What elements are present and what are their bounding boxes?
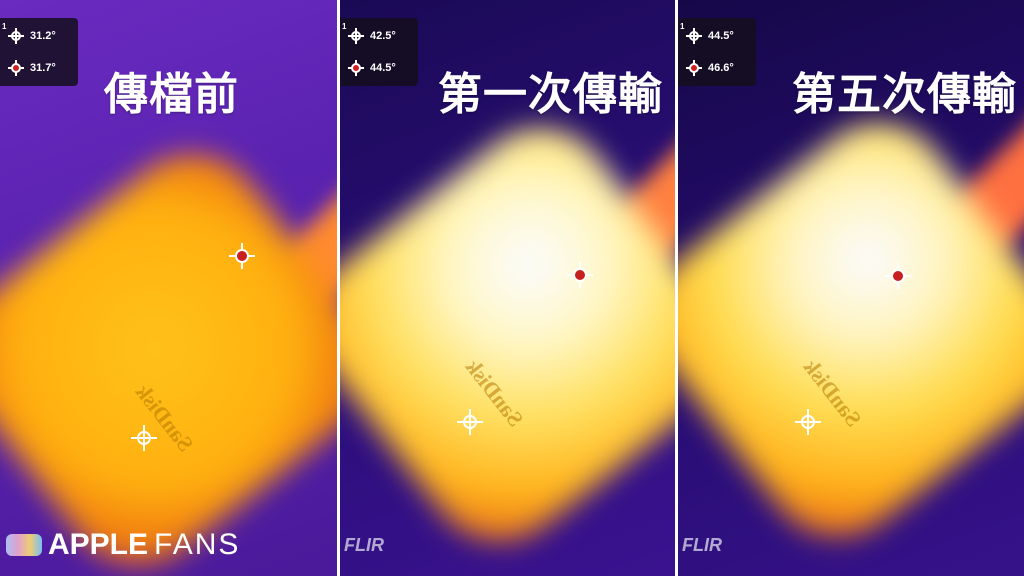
device-heat [678,95,1024,565]
spot2-temp: 31.7° [30,62,56,74]
panel-title: 傳檔前 [104,70,239,119]
spot2-temp: 44.5° [370,62,396,74]
thermal-panel-before: SanDisk 1 31.2° 31.7° 傳檔前 APPLE FANS [0,0,337,576]
crosshair-hot-spot-icon [686,60,702,76]
panel-title: 第五次傳輸 [792,70,1017,119]
spot-marker-icon [795,409,821,435]
device-heat [0,126,337,576]
spot2-temp: 46.6° [708,62,734,74]
panel-title: 第一次傳輸 [438,70,663,119]
crosshair-hot-spot-icon [8,60,24,76]
spot-marker-icon [457,409,483,435]
spot-marker-icon [131,425,157,451]
flir-logo-icon: FLIR [682,535,722,555]
crosshair-hot-spot-icon [348,60,364,76]
hot-spot-marker-icon [229,243,255,269]
device-heat [340,100,675,570]
applefans-logo-icon: APPLE FANS [6,528,240,562]
temperature-readout: 1 42.5° 44.5° [340,18,418,86]
temperature-readout: 1 44.5° 46.6° [678,18,756,86]
flir-logo-icon: FLIR [344,535,384,555]
crosshair-spot-icon: 1 [342,22,364,44]
thermal-panel-first-transfer: SanDisk 1 42.5° 44.5° 第一次傳輸 FLIR [340,0,675,576]
spot1-temp: 42.5° [370,30,396,42]
hot-spot-marker-icon [885,263,911,289]
crosshair-spot-icon: 1 [680,22,702,44]
thermal-panel-fifth-transfer: SanDisk 1 44.5° 46.6° 第五次傳輸 FLIR [678,0,1024,576]
temperature-readout: 1 31.2° 31.7° [0,18,78,86]
spot1-temp: 31.2° [30,30,56,42]
crosshair-spot-icon: 1 [2,22,24,44]
spot1-temp: 44.5° [708,30,734,42]
hot-spot-marker-icon [567,262,593,288]
